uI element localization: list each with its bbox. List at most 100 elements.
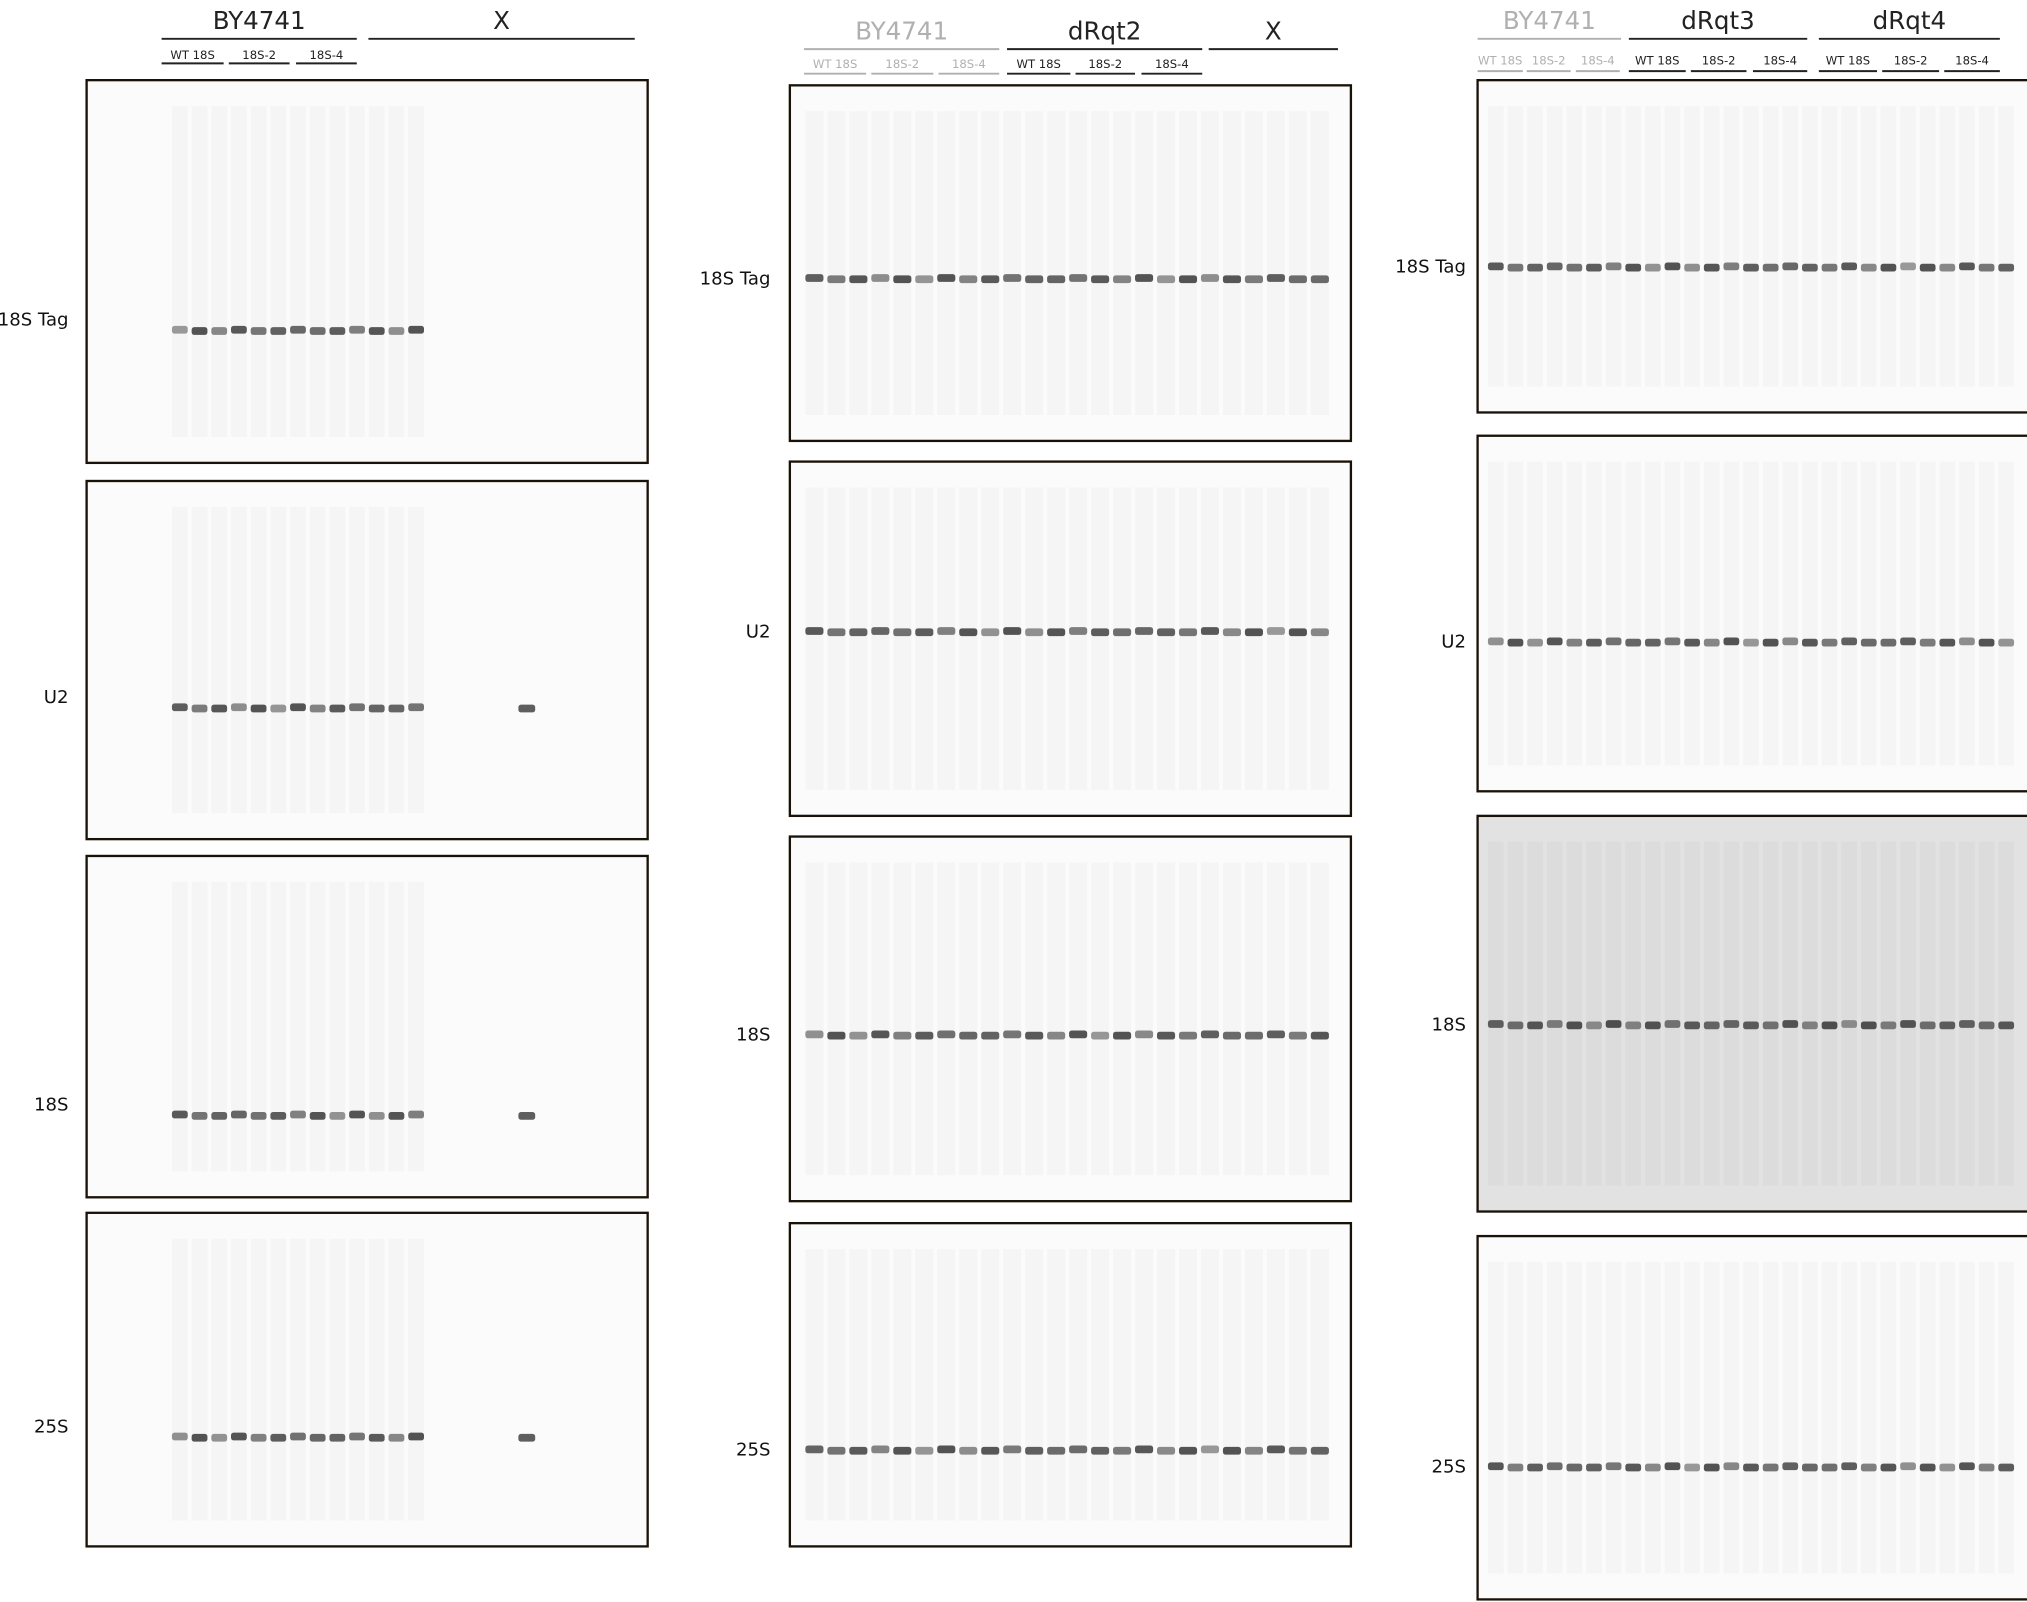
lane-smear (1822, 1262, 1838, 1574)
band (1310, 275, 1329, 284)
lane-smear (937, 111, 955, 415)
lane-smear (1289, 487, 1307, 790)
band (1003, 1030, 1022, 1039)
band (1743, 638, 1759, 647)
band (1113, 1446, 1132, 1455)
lane-smear (1069, 862, 1087, 1175)
band (1266, 274, 1285, 282)
lane-smear (1998, 1262, 2014, 1574)
lane-smear (893, 1249, 911, 1521)
lane-smear (1157, 487, 1175, 790)
lane-smear (1822, 462, 1838, 766)
lane-smear (1267, 111, 1285, 415)
lane-smear (1723, 842, 1739, 1186)
band (1821, 638, 1838, 647)
lane-smear (805, 1249, 823, 1521)
band (211, 327, 228, 335)
band (1900, 262, 1916, 271)
band (349, 325, 365, 334)
band (981, 1446, 1000, 1455)
band (1762, 263, 1779, 272)
band (1998, 638, 2015, 647)
lane-smear (1802, 462, 1818, 766)
lane-smear (1684, 1262, 1700, 1574)
lane-smear (1645, 462, 1661, 766)
lane-smear (349, 882, 365, 1172)
band (270, 327, 287, 335)
lane-smear (1625, 462, 1641, 766)
lane-smear (1998, 462, 2014, 766)
lane-smear (1723, 462, 1739, 766)
lane-smear (1527, 842, 1543, 1186)
band (871, 1030, 890, 1039)
band (1644, 638, 1661, 647)
band (827, 275, 846, 284)
lane-smear (915, 487, 933, 790)
lane-smear (1625, 1262, 1641, 1574)
band (1880, 1021, 1897, 1030)
band (1069, 627, 1088, 635)
band (408, 1110, 425, 1119)
lane-smear (1157, 111, 1175, 415)
lane-label: 18S-4 (310, 48, 344, 62)
band (1860, 263, 1877, 272)
group-label: dRqt2 (1068, 16, 1141, 45)
lane-smear (270, 106, 286, 437)
lane-smear (231, 1239, 247, 1521)
band (1546, 262, 1563, 271)
band (805, 274, 824, 282)
band (1841, 1020, 1858, 1028)
lane-smear (1245, 487, 1263, 790)
band (309, 704, 326, 713)
band (1625, 263, 1642, 272)
band (1664, 1020, 1681, 1028)
band (915, 1031, 934, 1040)
lane-smear (1822, 106, 1838, 387)
lane-smear (1998, 842, 2014, 1186)
lane-smear (172, 882, 188, 1172)
band (1605, 262, 1622, 271)
lane-smear (1289, 862, 1307, 1175)
lane-smear (1179, 111, 1197, 415)
band (1762, 1021, 1779, 1030)
lane-smear (937, 487, 955, 790)
lane-smear (1223, 487, 1241, 790)
lane-smear (1606, 462, 1622, 766)
band (1156, 628, 1176, 637)
band (1625, 1463, 1642, 1472)
band (1782, 1462, 1799, 1471)
lane-smear (1763, 1262, 1779, 1574)
lane-smear (1743, 462, 1759, 766)
band (1860, 638, 1877, 647)
band (1880, 263, 1897, 272)
band (1664, 1462, 1681, 1471)
band (1222, 628, 1242, 637)
band (1222, 275, 1242, 284)
lane-smear (1802, 842, 1818, 1186)
band (1025, 1446, 1044, 1455)
lane-smear (827, 111, 845, 415)
lane-smear (915, 1249, 933, 1521)
lane-smear (1488, 842, 1504, 1186)
lane-smear (1508, 462, 1524, 766)
lane-smear (805, 487, 823, 790)
band (368, 1111, 385, 1120)
lane-smear (1135, 1249, 1153, 1521)
lane-smear (172, 1239, 188, 1521)
band (1723, 637, 1740, 646)
lane-smear (1861, 842, 1877, 1186)
blot-label: 18S Tag (1395, 257, 1466, 278)
band (1919, 638, 1936, 647)
band (871, 627, 890, 635)
band (388, 327, 405, 335)
lane-smear (1645, 1262, 1661, 1574)
band (1566, 1021, 1583, 1030)
blot-label: 18S Tag (0, 310, 69, 331)
lane-smear (1920, 462, 1936, 766)
band (1069, 1030, 1088, 1039)
band (1900, 1462, 1916, 1471)
lane-smear (408, 507, 424, 813)
band (1288, 275, 1307, 284)
lane-smear (1201, 862, 1219, 1175)
